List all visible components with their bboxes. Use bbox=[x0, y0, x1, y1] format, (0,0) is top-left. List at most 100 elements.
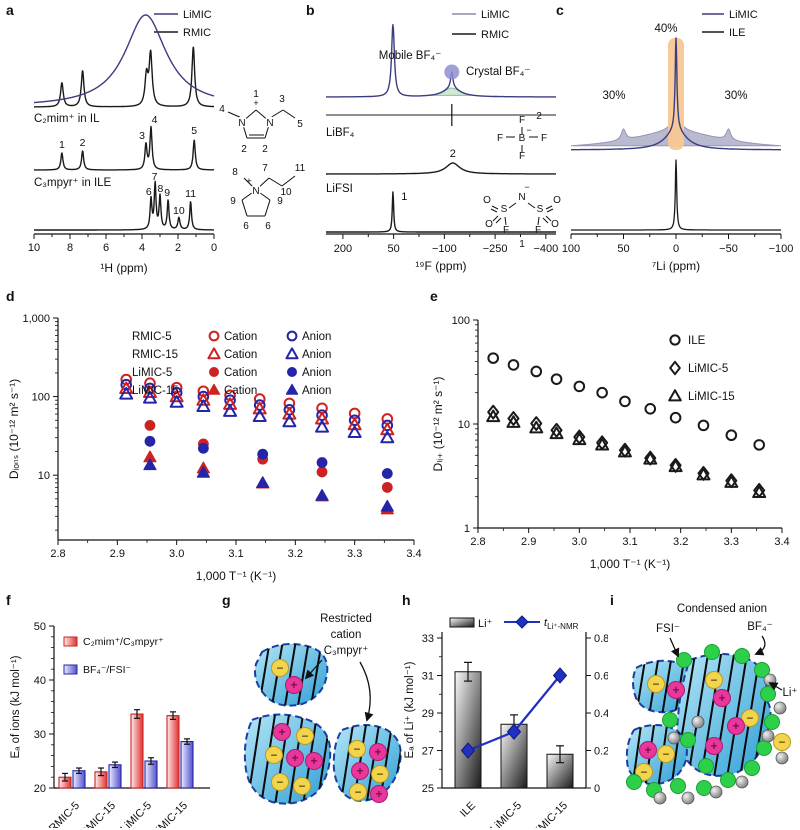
svg-text:+: + bbox=[279, 727, 286, 739]
panel-a-label: a bbox=[6, 2, 14, 18]
svg-text:F: F bbox=[535, 225, 541, 236]
svg-text:3.1: 3.1 bbox=[228, 548, 243, 560]
svg-text:−: − bbox=[354, 744, 361, 756]
svg-text:Crystal BF₄⁻: Crystal BF₄⁻ bbox=[466, 66, 530, 78]
svg-text:10: 10 bbox=[173, 205, 185, 217]
svg-text:Dᵢₒₙₛ (10⁻¹² m² s⁻¹): Dᵢₒₙₛ (10⁻¹² m² s⁻¹) bbox=[7, 379, 21, 479]
svg-text:+: + bbox=[733, 721, 740, 733]
panel-i: i − + − + − + + + − − − Condensed anion FSI⁻ BF₄⁻ Li⁺ bbox=[610, 592, 800, 830]
svg-text:+: + bbox=[246, 176, 251, 186]
svg-text:1: 1 bbox=[519, 239, 525, 250]
svg-text:BF₄⁻/FSI⁻: BF₄⁻/FSI⁻ bbox=[83, 664, 131, 676]
svg-text:tLi⁺-NMR: tLi⁺-NMR bbox=[544, 617, 579, 631]
svg-text:LiMIC-5: LiMIC-5 bbox=[132, 367, 172, 379]
svg-text:20: 20 bbox=[34, 783, 46, 795]
svg-text:O: O bbox=[553, 195, 561, 206]
svg-text:¹H (ppm): ¹H (ppm) bbox=[100, 261, 147, 275]
panel-h: h 25 27 29 31 33 0 0.2 0.4 0.6 0.8 Eₐ of Li⁺ (kJ m… bbox=[402, 592, 608, 830]
svg-text:3.4: 3.4 bbox=[774, 536, 789, 548]
svg-text:33: 33 bbox=[422, 633, 434, 645]
svg-text:LiMIC: LiMIC bbox=[481, 9, 510, 21]
svg-text:3: 3 bbox=[139, 130, 145, 142]
svg-text:B: B bbox=[519, 133, 526, 144]
svg-text:C₂mim⁺/C₃mpyr⁺: C₂mim⁺/C₃mpyr⁺ bbox=[83, 636, 164, 648]
svg-text:Cation: Cation bbox=[224, 331, 257, 343]
panel-b-chart: LiMIC RMIC Mobile BF₄⁻ Crystal BF₄⁻ LiBF₄ LiF… bbox=[325, 9, 561, 273]
svg-text:+: + bbox=[645, 745, 652, 757]
svg-text:Condensed anion: Condensed anion bbox=[677, 603, 767, 615]
panel-c-label: c bbox=[556, 2, 564, 18]
panel-e-chart: 1 10 100 2.8 2.9 3.0 3.1 3.2 3.3 3.4 1,000 T⁻¹ (K⁻… bbox=[431, 315, 790, 571]
svg-text:30%: 30% bbox=[602, 90, 625, 102]
svg-text:LiMIC-5: LiMIC-5 bbox=[688, 363, 728, 375]
svg-text:3.1: 3.1 bbox=[622, 536, 637, 548]
svg-text:3.3: 3.3 bbox=[347, 548, 362, 560]
svg-text:N: N bbox=[518, 192, 525, 203]
svg-text:−100: −100 bbox=[432, 243, 457, 255]
svg-text:10: 10 bbox=[38, 470, 50, 482]
svg-text:¹⁹F (ppm): ¹⁹F (ppm) bbox=[415, 259, 466, 273]
svg-text:RMIC: RMIC bbox=[481, 29, 509, 41]
panel-g-label: g bbox=[222, 592, 231, 608]
svg-text:F: F bbox=[541, 133, 547, 144]
svg-text:LiFSI: LiFSI bbox=[326, 183, 353, 195]
svg-text:−: − bbox=[524, 182, 529, 192]
panel-f-chart: 20 30 40 50 Eₐ of ions (kJ mol⁻¹) C₂mim⁺/C₃mp… bbox=[10, 621, 210, 828]
svg-text:0.6: 0.6 bbox=[594, 671, 608, 683]
svg-text:+: + bbox=[711, 741, 718, 753]
svg-text:100: 100 bbox=[452, 315, 470, 327]
svg-text:−: − bbox=[277, 777, 284, 789]
svg-text:1,000: 1,000 bbox=[22, 313, 50, 325]
svg-text:0: 0 bbox=[594, 783, 600, 795]
svg-text:50: 50 bbox=[388, 243, 400, 255]
svg-text:−: − bbox=[653, 679, 660, 691]
svg-text:−: − bbox=[277, 663, 284, 675]
svg-text:LiMIC-5: LiMIC-5 bbox=[488, 800, 524, 828]
svg-text:−: − bbox=[663, 749, 670, 761]
svg-text:50: 50 bbox=[617, 243, 629, 255]
svg-text:−50: −50 bbox=[719, 243, 738, 255]
svg-text:1: 1 bbox=[401, 191, 407, 203]
svg-text:+: + bbox=[291, 680, 298, 692]
svg-text:6: 6 bbox=[265, 221, 271, 232]
svg-text:9: 9 bbox=[230, 196, 236, 207]
svg-text:RMIC: RMIC bbox=[183, 27, 211, 39]
svg-text:11: 11 bbox=[185, 188, 196, 200]
svg-text:40%: 40% bbox=[654, 23, 677, 35]
svg-text:2: 2 bbox=[241, 144, 247, 155]
svg-text:4: 4 bbox=[139, 242, 145, 254]
svg-text:RMIC-15: RMIC-15 bbox=[132, 349, 178, 361]
svg-text:+: + bbox=[673, 685, 680, 697]
svg-text:−: − bbox=[302, 731, 309, 743]
svg-text:Li⁺: Li⁺ bbox=[478, 618, 493, 630]
svg-text:1,000 T⁻¹ (K⁻¹): 1,000 T⁻¹ (K⁻¹) bbox=[196, 569, 276, 583]
svg-text:7: 7 bbox=[152, 171, 158, 183]
svg-text:+: + bbox=[311, 756, 318, 768]
svg-text:10: 10 bbox=[28, 242, 40, 254]
svg-text:C₂mim⁺ in IL: C₂mim⁺ in IL bbox=[34, 113, 100, 125]
svg-text:9: 9 bbox=[164, 187, 170, 199]
svg-text:LiMIC-15: LiMIC-15 bbox=[132, 385, 179, 397]
panel-c-chart: LiMIC ILE 40% 30% 30% 100 50 0 −50 −100 ⁷Li (ppm) bbox=[562, 9, 794, 273]
svg-text:6: 6 bbox=[243, 221, 249, 232]
svg-text:3.4: 3.4 bbox=[406, 548, 421, 560]
svg-text:200: 200 bbox=[334, 243, 352, 255]
svg-text:6: 6 bbox=[146, 186, 152, 198]
svg-text:30: 30 bbox=[34, 729, 46, 741]
panel-f-label: f bbox=[6, 592, 11, 608]
svg-text:LiMIC-15: LiMIC-15 bbox=[150, 800, 190, 828]
svg-text:2.8: 2.8 bbox=[470, 536, 485, 548]
svg-text:+: + bbox=[292, 753, 299, 765]
panel-c: c LiMIC ILE 40% 30% 30% 100 50 0 −50 −100 ⁷Li (ppm… bbox=[556, 2, 796, 282]
svg-text:Anion: Anion bbox=[302, 331, 331, 343]
svg-text:Cation: Cation bbox=[224, 367, 257, 379]
svg-text:100: 100 bbox=[562, 243, 580, 255]
svg-text:BF₄⁻: BF₄⁻ bbox=[747, 621, 772, 633]
svg-text:4: 4 bbox=[219, 104, 225, 115]
svg-text:2: 2 bbox=[175, 242, 181, 254]
panel-h-chart: 25 27 29 31 33 0 0.2 0.4 0.6 0.8 Eₐ of Li⁺ (kJ mol… bbox=[404, 615, 608, 828]
panel-d-chart: 10 100 1,000 2.8 2.9 3.0 3.1 3.2 3.3 3.4 1,000 T⁻¹… bbox=[7, 313, 422, 583]
